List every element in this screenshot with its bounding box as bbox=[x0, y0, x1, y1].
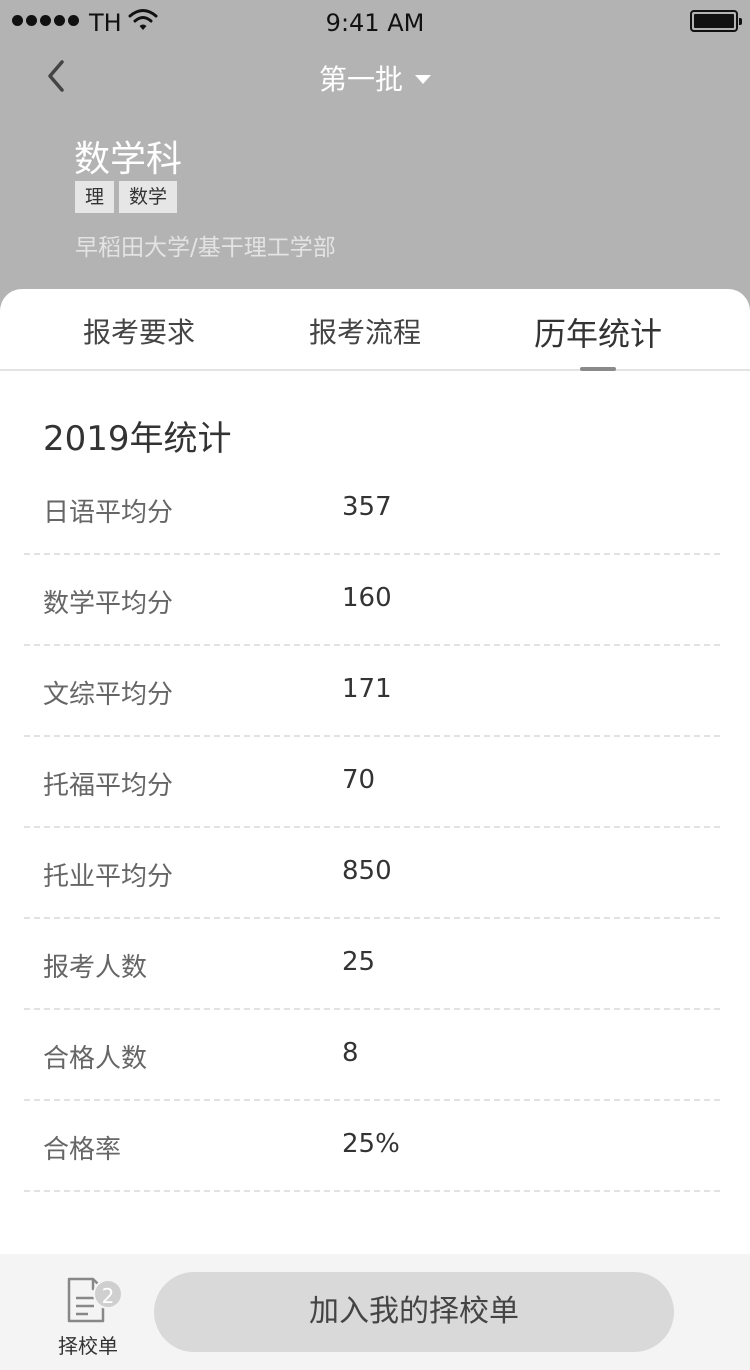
tab-bar: 报考要求 报考流程 历年统计 bbox=[0, 289, 750, 371]
status-time: 9:41 AM bbox=[325, 9, 425, 37]
stat-label: 合格率 bbox=[43, 1135, 122, 1165]
stat-label: 合格人数 bbox=[43, 1044, 148, 1074]
stat-value: 160 bbox=[342, 583, 392, 613]
stat-row: 合格率 25% bbox=[24, 1101, 720, 1192]
stat-row: 合格人数 8 bbox=[24, 1010, 720, 1101]
chevron-left-icon[interactable] bbox=[36, 56, 76, 96]
stat-value: 357 bbox=[342, 492, 392, 522]
stat-row: 数学平均分 160 bbox=[24, 555, 720, 646]
battery-icon bbox=[690, 10, 742, 32]
tab-process[interactable]: 报考流程 bbox=[309, 316, 422, 349]
signal-strength-icon bbox=[12, 15, 79, 26]
stat-label: 托福平均分 bbox=[43, 771, 174, 801]
school-name: 早稻田大学/基干理工学部 bbox=[75, 235, 336, 261]
nav-bar: 第一批 bbox=[0, 44, 750, 108]
stat-value: 70 bbox=[342, 765, 376, 795]
carrier-name: TH bbox=[89, 9, 122, 37]
school-list-label: 择校单 bbox=[58, 1334, 118, 1358]
content-card: 报考要求 报考流程 历年统计 2019年统计 日语平均分 357 数学平均分 1… bbox=[0, 289, 750, 1370]
stat-value: 8 bbox=[342, 1038, 359, 1068]
stat-row: 托福平均分 70 bbox=[24, 737, 720, 828]
stat-label: 数学平均分 bbox=[43, 589, 174, 619]
wifi-icon bbox=[128, 9, 158, 30]
stat-label: 文综平均分 bbox=[43, 680, 174, 710]
bottom-action-bar: 2 择校单 加入我的择校单 bbox=[0, 1254, 750, 1370]
major-title: 数学科 bbox=[74, 139, 183, 180]
stat-value: 850 bbox=[342, 856, 392, 886]
status-bar: TH 9:41 AM bbox=[0, 0, 750, 44]
stat-value: 25 bbox=[342, 947, 376, 977]
add-to-school-list-button[interactable]: 加入我的择校单 bbox=[154, 1272, 674, 1352]
stat-row: 日语平均分 357 bbox=[24, 464, 720, 555]
stat-value: 171 bbox=[342, 674, 392, 704]
batch-selector-label: 第一批 bbox=[318, 63, 403, 96]
stat-row: 文综平均分 171 bbox=[24, 646, 720, 737]
stat-label: 托业平均分 bbox=[43, 862, 174, 892]
tag-science: 理 bbox=[75, 181, 115, 213]
batch-selector[interactable]: 第一批 bbox=[0, 58, 750, 98]
tag-math: 数学 bbox=[119, 181, 178, 213]
stat-row: 报考人数 25 bbox=[24, 919, 720, 1010]
tab-statistics[interactable]: 历年统计 bbox=[534, 315, 663, 353]
stat-value: 25% bbox=[342, 1129, 400, 1159]
tab-requirements[interactable]: 报考要求 bbox=[83, 316, 196, 349]
major-tags: 理 数学 bbox=[75, 181, 178, 213]
stats-section-title: 2019年统计 bbox=[43, 419, 232, 459]
stat-label: 日语平均分 bbox=[43, 498, 174, 528]
school-list-count-badge: 2 bbox=[93, 1279, 123, 1309]
tab-active-indicator bbox=[580, 367, 616, 371]
stat-label: 报考人数 bbox=[43, 953, 148, 983]
school-list-button[interactable]: 2 择校单 bbox=[48, 1272, 128, 1358]
caret-down-icon bbox=[415, 74, 431, 84]
stat-row: 托业平均分 850 bbox=[24, 828, 720, 919]
